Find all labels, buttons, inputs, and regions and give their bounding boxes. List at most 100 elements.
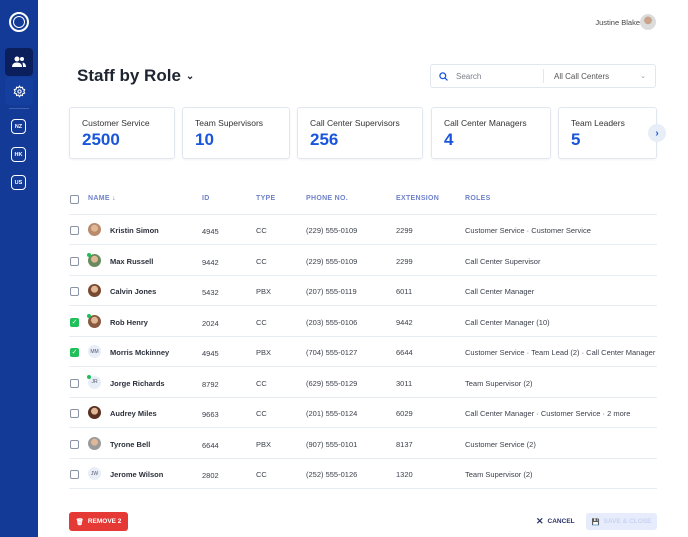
stat-label: Call Center Managers (444, 118, 527, 128)
row-checkbox[interactable] (70, 409, 79, 418)
avatar: MM (88, 345, 101, 358)
sidebar-item-staff[interactable] (5, 48, 33, 76)
region-us[interactable]: US (11, 175, 26, 190)
online-indicator (87, 313, 91, 318)
stat-card-team-supervisors[interactable]: Team Supervisors 10 (182, 107, 290, 159)
save-close-button[interactable]: 💾 SAVE & CLOSE (586, 513, 657, 530)
staff-name[interactable]: Jerome Wilson (110, 470, 164, 479)
stat-value: 10 (195, 130, 214, 149)
call-center-select[interactable]: All Call Centers (554, 71, 610, 81)
row-checkbox[interactable] (70, 378, 79, 388)
row-checkbox[interactable] (70, 439, 79, 449)
select-all-checkbox[interactable] (70, 195, 79, 204)
stat-label: Call Center Supervisors (310, 118, 400, 128)
sidebar-divider (9, 108, 29, 109)
row-checkbox[interactable]: ✓ (70, 317, 79, 327)
staff-id: 8792 (202, 379, 219, 389)
stat-card-team-leaders[interactable]: Team Leaders 5 (558, 107, 657, 159)
avatar: JW (88, 467, 101, 480)
people-icon (12, 56, 26, 67)
row-checkbox[interactable] (70, 256, 79, 266)
row-checkbox[interactable]: ✓ (70, 348, 79, 357)
column-header-name[interactable]: NAME ↓ (88, 195, 116, 202)
staff-name[interactable]: Calvin Jones (110, 287, 157, 296)
row-checkbox[interactable] (70, 470, 79, 479)
chevron-right-icon[interactable]: › (648, 124, 666, 142)
stat-label: Team Supervisors (195, 118, 264, 128)
online-indicator (87, 252, 91, 257)
staff-name[interactable]: Morris Mckinney (110, 348, 170, 357)
region-nz[interactable]: NZ (11, 119, 26, 134)
search-input[interactable]: Search (456, 71, 482, 81)
cancel-button[interactable]: ✕ CANCEL (536, 516, 575, 527)
staff-phone: (201) 555-0124 (306, 409, 358, 418)
column-header-phone[interactable]: PHONE NO. (306, 195, 348, 202)
logo[interactable] (9, 12, 29, 32)
cancel-label: CANCEL (547, 518, 575, 525)
user-name[interactable]: Justine Blake (595, 18, 640, 27)
table-row[interactable]: Tyrone Bell 6644 PBX (907) 555-0101 8137… (69, 429, 657, 459)
stat-card-customer-service[interactable]: Customer Service 2500 (69, 107, 175, 159)
avatar-initials: JW (90, 470, 99, 477)
staff-type: PBX (256, 348, 272, 357)
page-title[interactable]: Staff by Role ⌄ (77, 66, 194, 86)
avatar (88, 223, 101, 236)
stat-card-call-center-supervisors[interactable]: Call Center Supervisors 256 (297, 107, 423, 159)
staff-name[interactable]: Tyrone Bell (110, 439, 151, 449)
staff-extension: 6029 (396, 409, 413, 418)
staff-roles: Customer Service · Team Lead (2) · Call … (465, 348, 656, 357)
table-row[interactable]: ✓ MM Morris Mckinney 4945 PBX (704) 555-… (69, 337, 657, 367)
staff-name[interactable]: Kristin Simon (110, 226, 159, 235)
search-separator (543, 69, 544, 83)
avatar-initials: MM (90, 348, 99, 355)
column-header-extension[interactable]: EXTENSION (396, 195, 440, 202)
staff-extension: 1320 (396, 470, 413, 479)
staff-type: CC (256, 378, 267, 388)
staff-type: CC (256, 226, 267, 235)
staff-phone: (704) 555-0127 (306, 348, 358, 357)
row-checkbox[interactable] (70, 287, 79, 296)
column-header-roles[interactable]: ROLES (465, 195, 491, 202)
avatar (88, 436, 101, 450)
staff-name[interactable]: Audrey Miles (110, 409, 157, 418)
avatar (88, 284, 101, 297)
staff-type: CC (256, 409, 267, 418)
staff-id: 6644 (202, 440, 219, 450)
row-checkbox[interactable] (70, 226, 79, 235)
table-row[interactable]: Audrey Miles 9663 CC (201) 555-0124 6029… (69, 398, 657, 428)
staff-phone: (203) 555-0106 (306, 317, 358, 327)
staff-type: PBX (256, 439, 272, 449)
user-avatar[interactable] (640, 14, 656, 30)
header-divider (69, 214, 657, 215)
staff-extension: 3011 (396, 378, 413, 388)
online-indicator (87, 374, 91, 379)
trash-icon: 🗑 (75, 518, 84, 526)
staff-id: 9663 (202, 410, 219, 419)
staff-extension: 6011 (396, 287, 413, 296)
table-row[interactable]: JR Jorge Richards 8792 CC (629) 555-0129… (69, 368, 657, 398)
table-row[interactable]: Calvin Jones 5432 PBX (207) 555-0119 601… (69, 276, 657, 306)
region-hk[interactable]: HK (11, 147, 26, 162)
table-row[interactable]: Kristin Simon 4945 CC (229) 555-0109 229… (69, 215, 657, 245)
staff-roles: Call Center Supervisor (465, 256, 541, 266)
table-row[interactable]: JW Jerome Wilson 2802 CC (252) 555-0126 … (69, 459, 657, 489)
staff-id: 4945 (202, 227, 219, 236)
staff-roles: Call Center Manager · Customer Service ·… (465, 409, 631, 418)
staff-name[interactable]: Jorge Richards (110, 378, 165, 388)
save-icon: 💾 (591, 518, 600, 526)
search-bar: Search All Call Centers ⌄ (430, 64, 656, 88)
sidebar-item-settings[interactable] (5, 77, 33, 105)
staff-extension: 9442 (396, 317, 413, 327)
table-row[interactable]: Max Russell 9442 CC (229) 555-0109 2299 … (69, 246, 657, 276)
column-header-id[interactable]: ID (202, 195, 210, 202)
staff-name[interactable]: Rob Henry (110, 317, 148, 327)
remove-button[interactable]: 🗑 REMOVE 2 (69, 512, 128, 531)
staff-phone: (207) 555-0119 (306, 287, 357, 296)
column-header-type[interactable]: TYPE (256, 195, 276, 202)
staff-name[interactable]: Max Russell (110, 256, 154, 266)
staff-phone: (907) 555-0101 (306, 439, 358, 449)
sort-arrow-icon: ↓ (112, 195, 116, 202)
table-row[interactable]: ✓ Rob Henry 2024 CC (203) 555-0106 9442 … (69, 307, 657, 337)
stat-card-call-center-managers[interactable]: Call Center Managers 4 (431, 107, 551, 159)
staff-phone: (229) 555-0109 (306, 226, 358, 235)
